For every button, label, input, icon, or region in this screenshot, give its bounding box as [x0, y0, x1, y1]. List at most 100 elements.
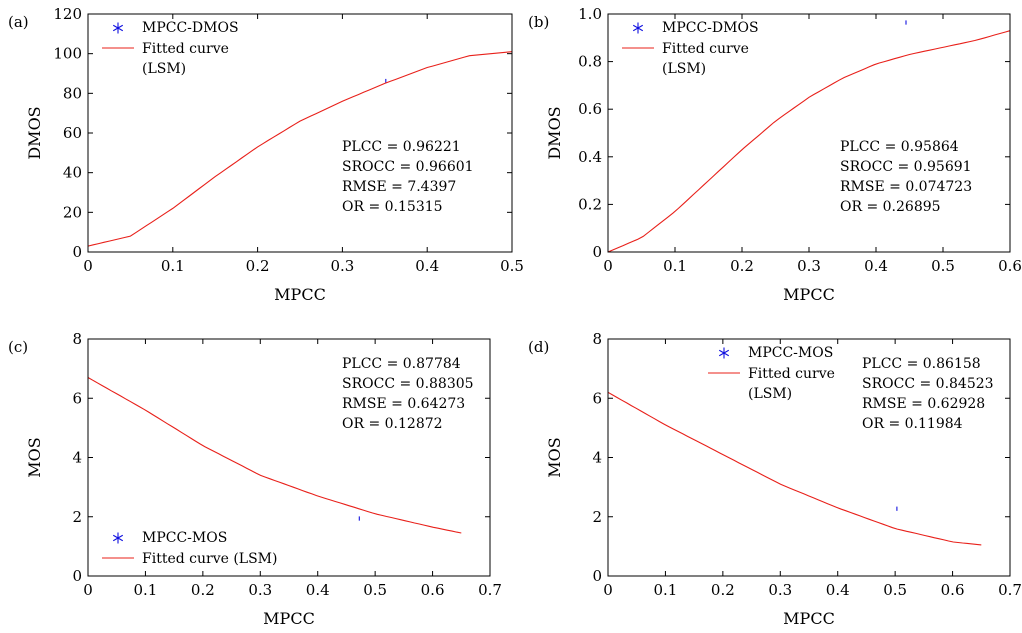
fitted-curve — [607, 391, 982, 546]
x-tick-label: 0.3 — [797, 257, 821, 275]
fitted-curve — [87, 377, 462, 534]
legend-label-fit: Fitted curve — [662, 41, 749, 57]
y-tick-label: 1.0 — [578, 5, 602, 23]
y-axis-label: DMOS — [25, 106, 44, 159]
stat-line: OR = 0.15315 — [342, 199, 443, 215]
y-tick-label: 0 — [592, 243, 602, 261]
legend-label-fit: Fitted curve — [748, 366, 835, 382]
y-tick-label: 2 — [592, 508, 602, 526]
stat-line: OR = 0.26895 — [840, 199, 941, 215]
panel-b: 0 0.1 0.2 0.3 0.4 0.5 0.6 0 0.2 0.4 0.6 0.8 1.0 MPCC D… — [528, 5, 1022, 304]
stat-line: OR = 0.12872 — [342, 416, 443, 432]
statistics: PLCC = 0.95864 SROCC = 0.95691 RMSE = 0.07… — [840, 139, 972, 215]
x-tick-label: 0.7 — [478, 581, 502, 599]
y-tick-label: 100 — [53, 45, 82, 63]
x-tick-label: 0.5 — [883, 581, 907, 599]
legend-star-marker — [112, 532, 124, 544]
x-tick-label: 0 — [603, 257, 613, 275]
x-tick-label: 0.2 — [730, 257, 754, 275]
y-axis-label: MOS — [25, 437, 44, 477]
x-tick-label: 0.6 — [421, 581, 445, 599]
legend-star-marker — [632, 22, 644, 34]
y-tick-label: 0.8 — [578, 53, 602, 71]
statistics: PLCC = 0.87784 SROCC = 0.88305 RMSE = 0.64… — [342, 356, 474, 432]
x-tick-label: 0.4 — [415, 257, 439, 275]
y-axis-label: MOS — [545, 437, 564, 477]
x-tick-label: 0 — [83, 257, 93, 275]
x-tick-label: 0.6 — [998, 257, 1022, 275]
x-axis-label: MPCC — [783, 285, 835, 304]
y-tick-label: 4 — [592, 449, 602, 467]
x-tick-label: 0.3 — [330, 257, 354, 275]
y-tick-label: 4 — [72, 449, 82, 467]
x-tick-label: 0.2 — [246, 257, 270, 275]
stat-line: PLCC = 0.86158 — [862, 356, 981, 372]
y-tick-label: 2 — [72, 508, 82, 526]
legend: MPCC-DMOS Fitted curve (LSM) — [102, 20, 239, 77]
statistics: PLCC = 0.86158 SROCC = 0.84523 RMSE = 0.62… — [862, 356, 994, 432]
legend-label-fit: Fitted curve — [142, 41, 229, 57]
panel-label: (a) — [8, 13, 29, 31]
x-axis-label: MPCC — [263, 609, 315, 628]
x-tick-label: 0.6 — [941, 581, 965, 599]
panel-a: 0 0.1 0.2 0.3 0.4 0.5 0 20 40 60 80 100 120 MPCC DMOS (… — [8, 5, 524, 304]
x-tick-label: 0 — [603, 581, 613, 599]
legend-star-marker — [718, 347, 730, 359]
legend: MPCC-MOS Fitted curve (LSM) — [102, 530, 277, 567]
stat-line: PLCC = 0.96221 — [342, 139, 461, 155]
legend-star-marker — [112, 22, 124, 34]
legend-label-points: MPCC-DMOS — [142, 20, 239, 36]
y-tick-label: 120 — [53, 5, 82, 23]
y-tick-label: 0.4 — [578, 148, 602, 166]
y-axis-label: DMOS — [545, 106, 564, 159]
x-tick-label: 0.7 — [998, 581, 1022, 599]
y-tick-label: 20 — [63, 203, 82, 221]
legend-label-fit-method: (LSM) — [748, 386, 792, 402]
y-tick-label: 0 — [592, 567, 602, 585]
statistics: PLCC = 0.96221 SROCC = 0.96601 RMSE = 7.43… — [342, 139, 474, 215]
legend: MPCC-DMOS Fitted curve (LSM) — [622, 20, 759, 77]
x-axis-label: MPCC — [783, 609, 835, 628]
x-tick-label: 0.4 — [864, 257, 888, 275]
x-tick-label: 0.5 — [500, 257, 524, 275]
x-tick-label: 0.1 — [133, 581, 157, 599]
panel-label: (b) — [528, 13, 549, 31]
x-tick-label: 0.3 — [768, 581, 792, 599]
y-tick-label: 0.2 — [578, 195, 602, 213]
x-tick-label: 0.1 — [653, 581, 677, 599]
y-tick-label: 80 — [63, 84, 82, 102]
legend-label-points: MPCC-DMOS — [662, 20, 759, 36]
legend-label-fit-method: (LSM) — [662, 61, 706, 77]
y-tick-label: 40 — [63, 164, 82, 182]
stat-line: SROCC = 0.84523 — [862, 376, 994, 392]
stat-line: RMSE = 7.4397 — [342, 179, 456, 195]
stat-line: PLCC = 0.95864 — [840, 139, 959, 155]
x-tick-label: 0.5 — [363, 581, 387, 599]
stat-line: SROCC = 0.88305 — [342, 376, 474, 392]
y-tick-label: 8 — [592, 330, 602, 348]
panel-d: 0 0.1 0.2 0.3 0.4 0.5 0.6 0.7 0 2 4 6 8 MPCC MOS (d) MPC… — [528, 330, 1022, 628]
y-tick-label: 0.6 — [578, 100, 602, 118]
y-tick-label: 60 — [63, 124, 82, 142]
stat-line: SROCC = 0.96601 — [342, 159, 474, 175]
stat-line: SROCC = 0.95691 — [840, 159, 972, 175]
x-tick-label: 0.1 — [663, 257, 687, 275]
legend: MPCC-MOS Fitted curve (LSM) — [708, 345, 835, 402]
x-axis-label: MPCC — [274, 285, 326, 304]
x-tick-label: 0.4 — [826, 581, 850, 599]
x-tick-label: 0.5 — [931, 257, 955, 275]
fitted-curve — [87, 51, 513, 247]
x-tick-label: 0.4 — [306, 581, 330, 599]
y-tick-label: 6 — [72, 389, 82, 407]
y-tick-label: 0 — [72, 243, 82, 261]
fitted-curve — [607, 30, 1011, 253]
x-tick-label: 0.2 — [191, 581, 215, 599]
x-tick-label: 0.2 — [711, 581, 735, 599]
legend-label-points: MPCC-MOS — [142, 530, 227, 546]
panel-c: 0 0.1 0.2 0.3 0.4 0.5 0.6 0.7 0 2 4 6 8 MPCC MOS (c) MPC… — [8, 330, 502, 628]
x-tick-label: 0.1 — [161, 257, 185, 275]
x-tick-label: 0.3 — [248, 581, 272, 599]
legend-label-fit: Fitted curve (LSM) — [142, 551, 277, 567]
y-tick-label: 8 — [72, 330, 82, 348]
